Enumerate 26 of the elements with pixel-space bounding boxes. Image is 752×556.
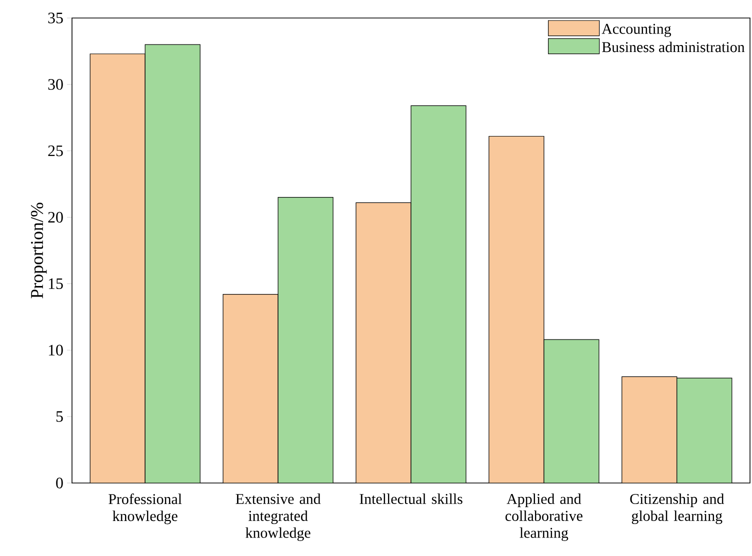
x-tick-label: Professional knowledge xyxy=(108,494,182,524)
legend-label: Business administration xyxy=(602,42,745,52)
y-tick-label: 0 xyxy=(56,478,63,488)
bar xyxy=(356,202,412,483)
bar xyxy=(544,340,599,483)
x-tick-label: Citizenship and global learning xyxy=(630,494,724,524)
x-tick-label: Applied and collaborative learning xyxy=(506,494,582,541)
bar xyxy=(488,136,544,483)
bar xyxy=(622,376,678,483)
y-tick-label: 10 xyxy=(48,344,63,356)
bar xyxy=(223,294,278,483)
y-tick-label: 35 xyxy=(48,12,63,24)
y-axis-title: Proportion/% xyxy=(30,202,47,298)
bar xyxy=(145,44,200,483)
legend-label: Accounting xyxy=(602,24,672,37)
y-tick-label: 20 xyxy=(48,212,63,223)
y-tick-label: 30 xyxy=(48,79,63,90)
bar xyxy=(90,54,146,483)
y-tick-label: 15 xyxy=(48,278,63,290)
bar xyxy=(278,197,334,483)
bar xyxy=(676,378,732,483)
bar xyxy=(411,106,466,483)
y-tick-label: 5 xyxy=(56,411,63,422)
y-tick-label: 25 xyxy=(48,146,63,156)
x-tick-label: Extensive and integrated knowledge xyxy=(236,494,321,541)
x-tick-label: Intellectual skills xyxy=(360,494,462,504)
